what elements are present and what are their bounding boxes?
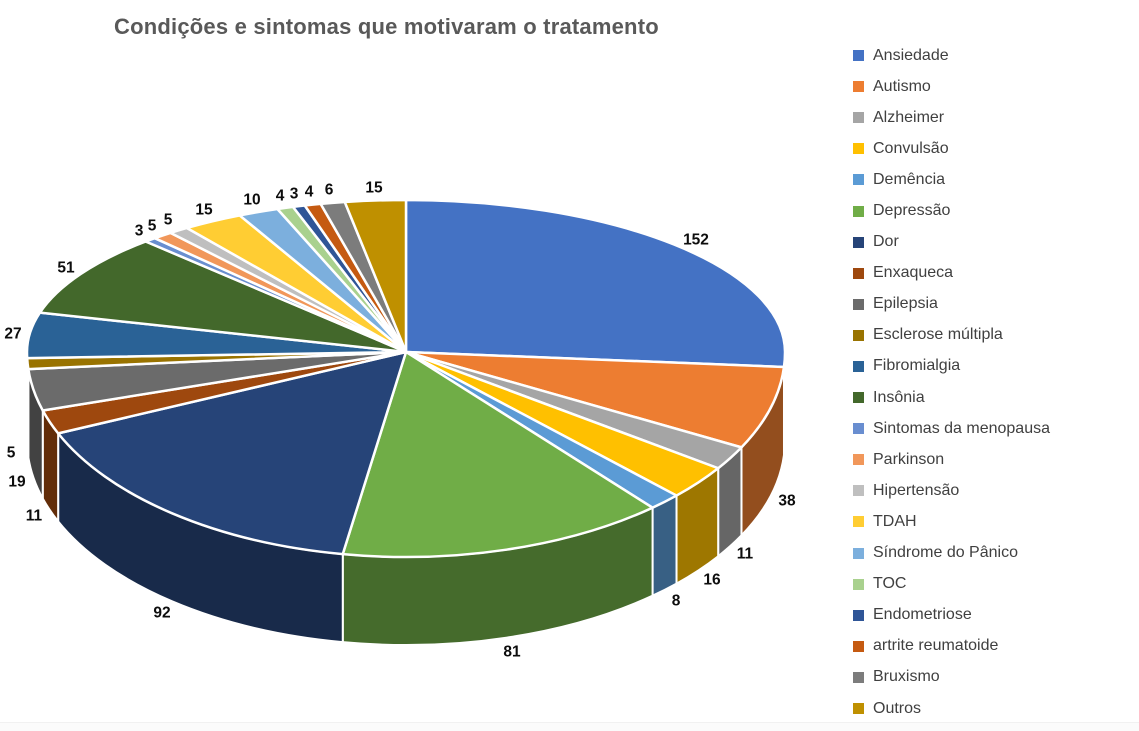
legend-label: Ansiedade [873,47,949,65]
legend-item-outros[interactable]: Outros [853,693,1050,724]
data-label-outros: 15 [365,179,383,196]
legend-item-esclerose-multipla[interactable]: Esclerose múltipla [853,320,1050,351]
data-label-fibromialgia: 27 [4,325,21,342]
data-label-bruxismo: 6 [325,181,334,198]
data-label-sintomas-da-menopausa: 3 [135,222,144,239]
legend-item-autismo[interactable]: Autismo [853,71,1050,102]
legend-swatch-icon [853,703,864,714]
pie-slice-ansiedade[interactable] [406,200,785,367]
data-label-artrite-reumatoide: 4 [305,183,314,200]
legend-label: Outros [873,700,921,718]
legend-item-bruxismo[interactable]: Bruxismo [853,662,1050,693]
legend-label: Alzheimer [873,109,944,127]
data-label-depressao: 81 [503,643,521,660]
legend-label: Demência [873,171,945,189]
data-label-hipertensao: 5 [164,211,173,228]
legend-swatch-icon [853,641,864,652]
legend-label: Sintomas da menopausa [873,420,1050,438]
data-label-demencia: 8 [672,592,681,609]
data-label-epilepsia: 19 [8,473,26,490]
data-label-sindrome-do-panico: 10 [243,191,260,208]
data-label-autismo: 38 [778,492,796,509]
data-label-endometriose: 3 [290,185,299,202]
data-label-esclerose-multipla: 5 [7,444,16,461]
legend-item-sintomas-da-menopausa[interactable]: Sintomas da menopausa [853,413,1050,444]
legend-swatch-icon [853,81,864,92]
legend-label: Dor [873,233,899,251]
legend-item-ansiedade[interactable]: Ansiedade [853,40,1050,71]
legend-swatch-icon [853,485,864,496]
legend-item-parkinson[interactable]: Parkinson [853,444,1050,475]
legend-swatch-icon [853,454,864,465]
legend-swatch-icon [853,50,864,61]
data-label-insonia: 51 [57,259,75,276]
legend-label: Fibromialgia [873,357,960,375]
legend-item-artrite-reumatoide[interactable]: artrite reumatoide [853,631,1050,662]
data-label-ansiedade: 152 [683,231,709,248]
legend-item-depressao[interactable]: Depressão [853,195,1050,226]
legend-swatch-icon [853,516,864,527]
chart-legend: Ansiedade Autismo Alzheimer Convulsão Demênc… [853,40,1050,724]
legend-item-demencia[interactable]: Demência [853,164,1050,195]
legend-item-toc[interactable]: TOC [853,569,1050,600]
legend-label: Insônia [873,389,925,407]
data-label-tdah: 15 [195,201,213,218]
legend-label: artrite reumatoide [873,637,998,655]
legend-swatch-icon [853,548,864,559]
legend-swatch-icon [853,174,864,185]
legend-label: Endometriose [873,606,972,624]
legend-item-fibromialgia[interactable]: Fibromialgia [853,351,1050,382]
legend-label: Bruxismo [873,668,940,686]
legend-swatch-icon [853,672,864,683]
legend-label: Depressão [873,202,950,220]
legend-item-dor[interactable]: Dor [853,227,1050,258]
legend-label: TDAH [873,513,917,531]
legend-label: Esclerose múltipla [873,326,1003,344]
legend-label: Hipertensão [873,482,959,500]
legend-item-enxaqueca[interactable]: Enxaqueca [853,258,1050,289]
legend-label: Parkinson [873,451,944,469]
legend-label: TOC [873,575,906,593]
legend-item-tdah[interactable]: TDAH [853,506,1050,537]
legend-item-epilepsia[interactable]: Epilepsia [853,289,1050,320]
legend-swatch-icon [853,579,864,590]
data-label-toc: 4 [276,187,285,204]
legend-swatch-icon [853,392,864,403]
legend-swatch-icon [853,610,864,621]
legend-item-insonia[interactable]: Insônia [853,382,1050,413]
legend-swatch-icon [853,237,864,248]
data-label-enxaqueca: 11 [26,507,43,524]
pie-slice-demencia-side[interactable] [653,496,677,596]
legend-swatch-icon [853,330,864,341]
legend-item-endometriose[interactable]: Endometriose [853,600,1050,631]
legend-swatch-icon [853,299,864,310]
legend-label: Autismo [873,78,931,96]
data-label-parkinson: 5 [148,217,157,234]
legend-label: Enxaqueca [873,264,953,282]
legend-item-convulsao[interactable]: Convulsão [853,133,1050,164]
data-label-convulsao: 16 [703,571,721,588]
legend-swatch-icon [853,268,864,279]
legend-swatch-icon [853,361,864,372]
legend-item-sindrome-do-panico[interactable]: Síndrome do Pânico [853,538,1050,569]
legend-swatch-icon [853,143,864,154]
legend-swatch-icon [853,206,864,217]
legend-label: Convulsão [873,140,949,158]
data-label-alzheimer: 11 [737,545,754,562]
legend-swatch-icon [853,423,864,434]
legend-swatch-icon [853,112,864,123]
legend-label: Síndrome do Pânico [873,544,1018,562]
legend-label: Epilepsia [873,295,938,313]
legend-item-hipertensao[interactable]: Hipertensão [853,475,1050,506]
legend-item-alzheimer[interactable]: Alzheimer [853,102,1050,133]
data-label-dor: 92 [153,604,170,621]
